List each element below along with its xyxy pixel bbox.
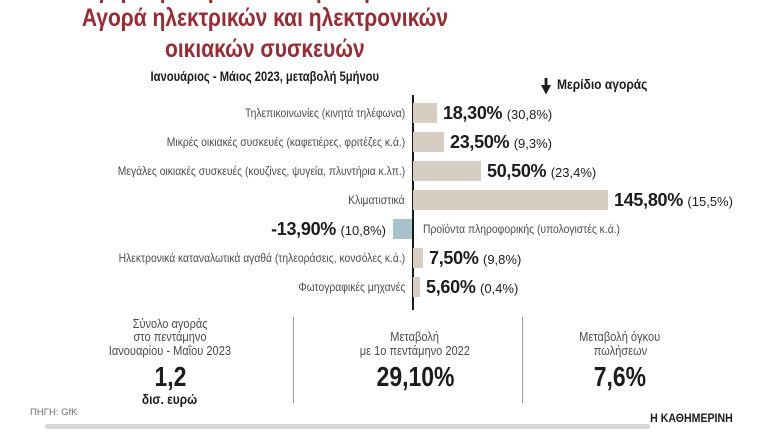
change-value: 50,50% [487,161,547,181]
stat-volume-change: Μεταβολή όγκου πωλήσεων 7,6% [535,315,705,391]
bar [393,219,412,239]
publisher-logo: Η ΚΑΘΗΜΕΡΙΝΗ [650,413,733,425]
stats-divider [293,317,294,403]
market-share-value: (9,8%) [483,252,522,267]
value-label: -13,90% (10,8%) [0,219,386,239]
category-label: Μεγάλες οικιακές συσκευές (κουζίνες, ψυγ… [117,164,405,178]
market-share-value: (15,5%) [687,194,733,209]
category-label: Φωτογραφικές μηχανές [298,280,405,294]
market-share-value: (9,3%) [513,136,552,151]
bar [413,277,420,297]
bar [413,132,444,152]
category-label: Μικρές οικιακές συσκευές (καφετιέρες, φρ… [166,135,405,149]
stat-value: 7,6% [593,361,647,392]
category-label: Κλιματιστικά [348,193,405,207]
summary-stats: Σύνολο αγοράς στο πεντάμηνο Ιανουαρίου -… [0,315,768,407]
value-label: 50,50% (23,4%) [487,161,596,181]
change-value: 5,60% [426,277,476,297]
chart-row: Μικρές οικιακές συσκευές (καφετιέρες, φρ… [0,132,768,152]
page-title-line1: Αγορά ηλεκτρικών και ηλεκτρονικών [81,4,449,32]
bar [413,248,423,268]
market-share-value: (23,4%) [550,165,597,180]
value-label: 145,80% (15,5%) [614,190,733,210]
footer-divider-bar [45,424,650,429]
stat-value: 1,2 [154,361,186,392]
market-share-value: (0,4%) [480,281,519,296]
chart-header: Αγορά ηλεκτρικών και ηλεκτρονικών οικιακ… [0,3,530,84]
stat-change-vs-2022: Μεταβολή με 1ο πεντάμηνο 2022 29,10% [305,315,525,391]
value-label: 18,30% (30,8%) [443,103,552,123]
change-value: 23,50% [450,132,510,152]
chart-row: Φωτογραφικές μηχανές 5,60% (0,4%) [0,277,768,297]
chart-row: Προϊόντα πληροφορικής (υπολογιστές κ.ά.)… [0,219,768,239]
legend-note: Μερίδιο αγοράς [540,76,662,95]
change-value: -13,90% [271,219,337,239]
bar [413,190,608,210]
bar [413,161,481,181]
page-title-line2: οικιακών συσκευών [165,35,365,63]
stat-label: Σύνολο αγοράς στο πεντάμηνο Ιανουαρίου -… [108,315,232,358]
value-label: 7,50% (9,8%) [429,248,521,268]
category-label: Προϊόντα πληροφορικής (υπολογιστές κ.ά.) [423,222,620,236]
change-value: 145,80% [614,190,683,210]
bar [413,103,437,123]
chart-subtitle: Ιανουάριος - Μάιος 2023, μεταβολή 5μήνου [150,68,380,84]
cropped-text-artifact: Αγορά ηλεκτρικών και ηλεκτρονικών [0,0,530,3]
legend-note-label: Μερίδιο αγοράς [557,76,648,92]
stats-divider [522,317,523,403]
bar-chart: Τηλεπικοινωνίες (κινητά τηλέφωνα) 18,30%… [0,95,768,315]
chart-row: Ηλεκτρονικά καταναλωτικά αγαθά (τηλεοράσ… [0,248,768,268]
down-arrow-icon [541,78,551,95]
market-share-value: (30,8%) [506,107,553,122]
value-label: 23,50% (9,3%) [450,132,552,152]
stat-unit: δισ. ευρώ [142,391,198,407]
stat-total-market: Σύνολο αγοράς στο πεντάμηνο Ιανουαρίου -… [40,315,300,406]
stat-label: Μεταβολή όγκου πωλήσεων [579,329,661,358]
value-label: 5,60% (0,4%) [426,277,518,297]
chart-row: Κλιματιστικά 145,80% (15,5%) [0,190,768,210]
change-value: 7,50% [429,248,479,268]
chart-row: Μεγάλες οικιακές συσκευές (κουζίνες, ψυγ… [0,161,768,181]
change-value: 18,30% [443,103,503,123]
category-label: Τηλεπικοινωνίες (κινητά τηλέφωνα) [244,106,405,120]
source-credit: ΠΗΓΗ: GfK [30,407,78,418]
category-label: Ηλεκτρονικά καταναλωτικά αγαθά (τηλεοράσ… [118,251,405,265]
stat-label: Μεταβολή με 1ο πεντάμηνο 2022 [359,329,471,358]
market-share-value: (10,8%) [340,223,386,238]
chart-row: Τηλεπικοινωνίες (κινητά τηλέφωνα) 18,30%… [0,103,768,123]
stat-value: 29,10% [376,361,454,392]
